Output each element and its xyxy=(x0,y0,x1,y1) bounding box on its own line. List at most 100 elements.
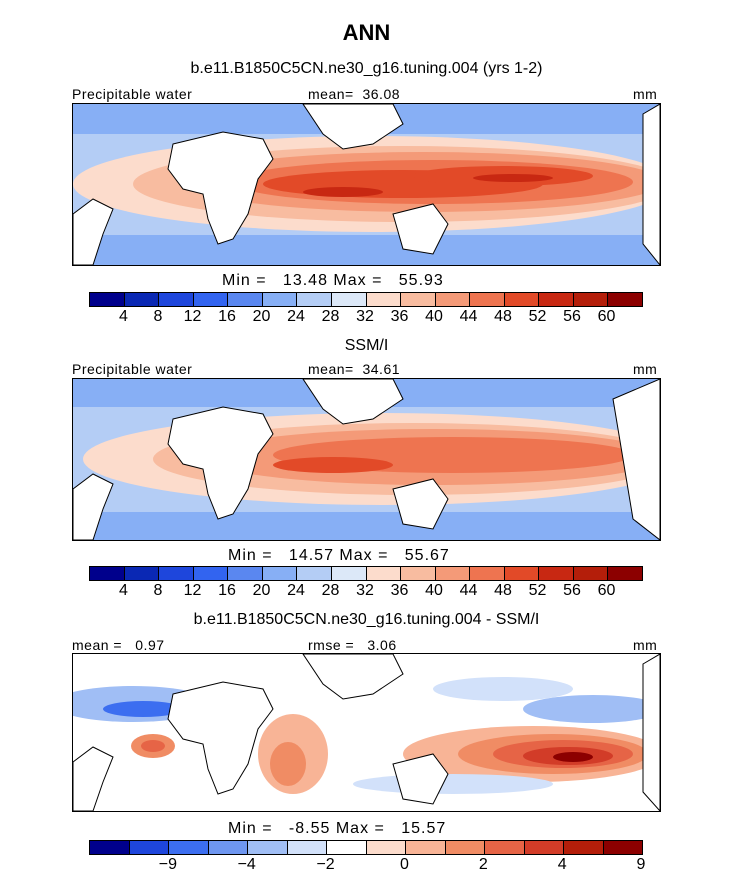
panel3-units: mm xyxy=(633,637,658,653)
colorbar-swatch xyxy=(90,293,125,306)
colorbar-swatch xyxy=(90,567,125,580)
colorbar-swatch xyxy=(504,567,540,580)
colorbar-swatch xyxy=(564,841,604,854)
colorbar-tick-label: 56 xyxy=(563,308,581,325)
colorbar-swatch xyxy=(608,293,642,306)
panel2-map xyxy=(72,378,661,541)
colorbar-swatch xyxy=(208,841,248,854)
colorbar-swatch xyxy=(401,293,436,306)
colorbar-tick-label: 32 xyxy=(356,308,374,325)
panel2-subtitle: SSM/I xyxy=(344,337,389,354)
panel2-colorbar xyxy=(89,566,643,581)
panel3-rmse: rmse = 3.06 xyxy=(308,637,397,653)
colorbar-swatch xyxy=(401,567,436,580)
colorbar-tick-label: 8 xyxy=(153,582,163,599)
colorbar-tick-label: 48 xyxy=(494,308,512,325)
colorbar-swatch xyxy=(124,567,160,580)
colorbar-tick-label: 28 xyxy=(321,582,340,599)
panel1-variable-label: Precipitable water xyxy=(72,86,193,102)
colorbar-swatch xyxy=(159,293,194,306)
colorbar-swatch xyxy=(331,567,367,580)
colorbar-swatch xyxy=(573,567,609,580)
panel1-subtitle: b.e11.B1850C5CN.ne30_g16.tuning.004 (yrs… xyxy=(190,60,543,77)
colorbar-swatch xyxy=(435,293,471,306)
colorbar-tick-label: 60 xyxy=(597,582,616,599)
colorbar-swatch xyxy=(470,567,505,580)
colorbar-tick-label: 16 xyxy=(218,308,236,325)
colorbar-swatch xyxy=(573,293,609,306)
panel3-subtitle: b.e11.B1850C5CN.ne30_g16.tuning.004 - SS… xyxy=(193,611,540,628)
panel1-colorbar xyxy=(89,292,643,307)
colorbar-swatch xyxy=(327,841,367,854)
panel1-units: mm xyxy=(633,86,658,102)
colorbar-swatch xyxy=(90,841,130,854)
colorbar-tick-label: 12 xyxy=(183,582,202,599)
panel3-mean: mean = 0.97 xyxy=(72,637,165,653)
colorbar-tick-label: 52 xyxy=(528,308,547,325)
colorbar-tick-label: 4 xyxy=(119,308,128,325)
colorbar-tick-label: 24 xyxy=(287,582,305,599)
colorbar-swatch xyxy=(366,567,402,580)
colorbar-swatch xyxy=(539,293,574,306)
colorbar-tick-label: 0 xyxy=(399,856,409,873)
colorbar-tick-label: 4 xyxy=(557,856,567,873)
colorbar-tick-label: 20 xyxy=(252,582,271,599)
colorbar-swatch xyxy=(297,293,332,306)
colorbar-swatch xyxy=(262,293,298,306)
colorbar-swatch xyxy=(331,293,367,306)
colorbar-tick-label: 20 xyxy=(252,308,271,325)
colorbar-tick-label: −2 xyxy=(316,856,335,873)
colorbar-swatch xyxy=(124,293,160,306)
colorbar-tick-label: 32 xyxy=(356,582,374,599)
panel2-mean: mean= 34.61 xyxy=(308,361,401,377)
colorbar-tick-label: 28 xyxy=(321,308,340,325)
colorbar-swatch xyxy=(366,293,402,306)
colorbar-tick-label: −9 xyxy=(158,856,177,873)
colorbar-tick-label: 12 xyxy=(183,308,202,325)
colorbar-tick-label: 4 xyxy=(119,582,128,599)
colorbar-tick-label: 44 xyxy=(459,582,478,599)
colorbar-swatch xyxy=(297,567,332,580)
colorbar-tick-label: 36 xyxy=(390,308,409,325)
panel2-units: mm xyxy=(633,361,658,377)
colorbar-swatch xyxy=(248,841,288,854)
colorbar-swatch xyxy=(262,567,298,580)
colorbar-tick-label: 48 xyxy=(494,582,512,599)
colorbar-tick-label: 9 xyxy=(636,856,646,873)
colorbar-swatch xyxy=(228,293,263,306)
panel2-colorbar-ticks: 4 8 12 16 20 24 28 32 36 40 44 48 52 56 60 xyxy=(89,582,641,600)
colorbar-tick-label: 52 xyxy=(528,582,547,599)
panel2-variable-label: Precipitable water xyxy=(72,361,193,377)
colorbar-swatch xyxy=(366,841,406,854)
panel1-colorbar-ticks: 4 8 12 16 20 24 28 32 36 40 44 48 52 56 60 xyxy=(89,308,641,326)
colorbar-tick-label: 16 xyxy=(218,582,236,599)
colorbar-swatch xyxy=(228,567,263,580)
colorbar-swatch xyxy=(539,567,574,580)
colorbar-swatch xyxy=(287,841,327,854)
colorbar-tick-label: −4 xyxy=(237,856,256,873)
colorbar-tick-label: 36 xyxy=(390,582,409,599)
panel3-colorbar xyxy=(89,840,643,855)
figure-title: ANN xyxy=(342,20,391,45)
colorbar-tick-label: 24 xyxy=(287,308,305,325)
panel1-map xyxy=(72,103,661,266)
colorbar-swatch xyxy=(485,841,525,854)
colorbar-tick-label: 56 xyxy=(563,582,581,599)
colorbar-swatch xyxy=(524,841,564,854)
colorbar-tick-label: 40 xyxy=(425,308,443,325)
colorbar-tick-label: 8 xyxy=(153,308,163,325)
colorbar-swatch xyxy=(435,567,471,580)
panel3-colorbar-ticks: −9 −4 −2 0 2 4 9 xyxy=(89,856,646,874)
panel1-mean: mean= 36.08 xyxy=(308,86,401,102)
colorbar-tick-label: 60 xyxy=(597,308,616,325)
colorbar-tick-label: 40 xyxy=(425,582,443,599)
panel3-minmax: Min = -8.55 Max = 15.57 xyxy=(228,820,447,837)
panel2-minmax: Min = 14.57 Max = 55.67 xyxy=(228,547,450,564)
colorbar-tick-label: 44 xyxy=(459,308,478,325)
colorbar-swatch xyxy=(445,841,485,854)
colorbar-swatch xyxy=(159,567,194,580)
panel1-minmax: Min = 13.48 Max = 55.93 xyxy=(222,272,444,289)
colorbar-swatch xyxy=(129,841,169,854)
colorbar-swatch xyxy=(193,567,229,580)
colorbar-swatch xyxy=(193,293,229,306)
